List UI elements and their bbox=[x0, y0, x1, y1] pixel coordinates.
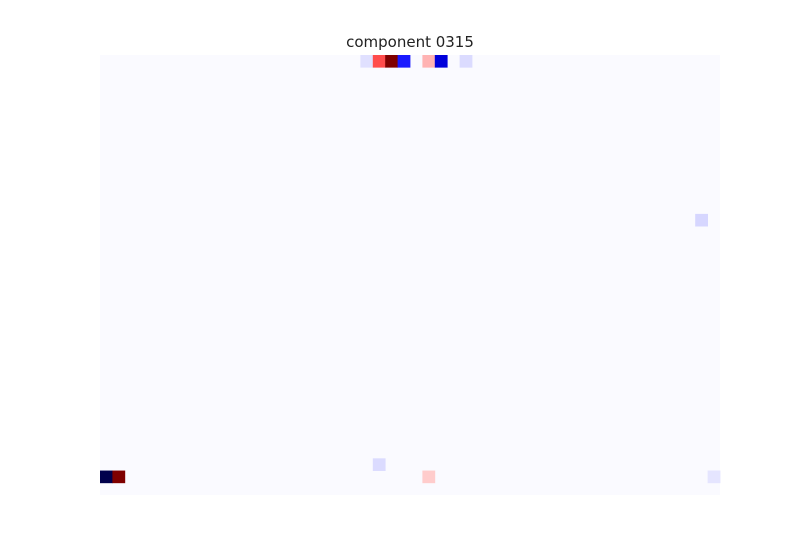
heatmap-cell bbox=[372, 55, 386, 68]
heatmap-cell bbox=[385, 55, 398, 68]
heatmap-background-field bbox=[100, 55, 720, 495]
heatmap-cell bbox=[459, 55, 473, 68]
heatmap-cell bbox=[112, 470, 126, 484]
heatmap-cell bbox=[695, 213, 708, 227]
heatmap-background bbox=[100, 55, 720, 495]
heatmap-cell bbox=[372, 458, 386, 471]
heatmap-cell bbox=[422, 55, 436, 68]
heatmap-cell bbox=[707, 470, 721, 484]
heatmap-cell bbox=[422, 470, 436, 484]
heatmap-cell bbox=[397, 55, 411, 68]
heatmap-cells bbox=[100, 55, 721, 484]
heatmap-cell bbox=[434, 55, 448, 68]
heatmap-cell bbox=[100, 470, 113, 484]
heatmap-cell bbox=[360, 55, 374, 68]
chart-title: component 0315 bbox=[346, 33, 474, 51]
